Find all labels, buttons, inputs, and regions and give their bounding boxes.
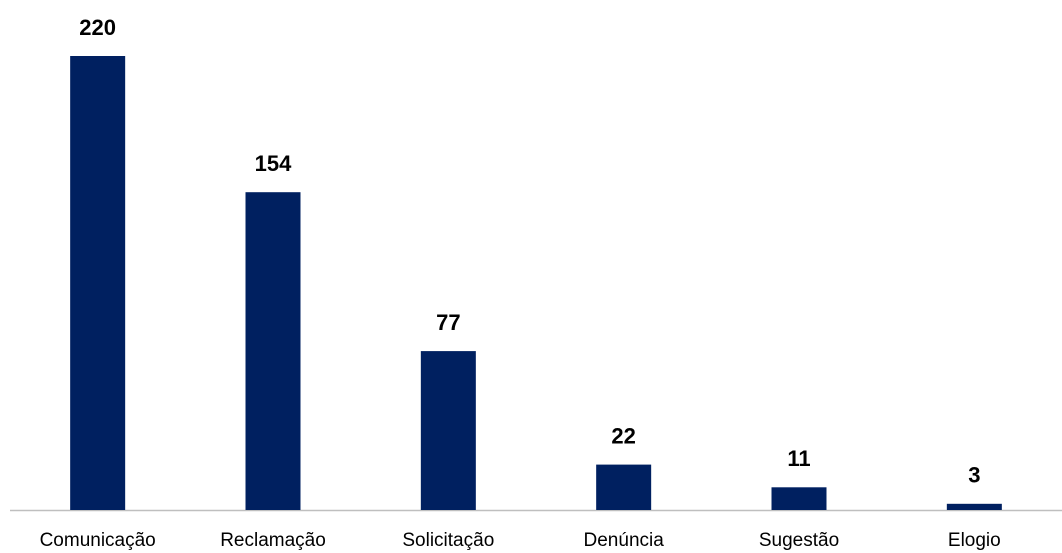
bar [771, 487, 827, 510]
value-label: 11 [787, 446, 810, 471]
x-tick-label: Denúncia [584, 530, 665, 551]
bar [596, 464, 652, 510]
value-label: 3 [968, 463, 980, 488]
value-label: 220 [79, 15, 116, 40]
x-tick-label: Solicitação [402, 530, 494, 551]
bar [70, 56, 126, 510]
bar [946, 503, 1002, 510]
x-tick-label: Sugestão [759, 530, 839, 551]
value-label: 154 [255, 151, 292, 176]
x-tick-label: Comunicação [40, 530, 156, 551]
value-label: 77 [436, 310, 460, 335]
value-label: 22 [611, 423, 635, 448]
bar [245, 192, 301, 510]
x-tick-label: Elogio [948, 530, 1001, 551]
x-tick-label: Reclamação [220, 530, 326, 551]
bar [420, 351, 476, 510]
